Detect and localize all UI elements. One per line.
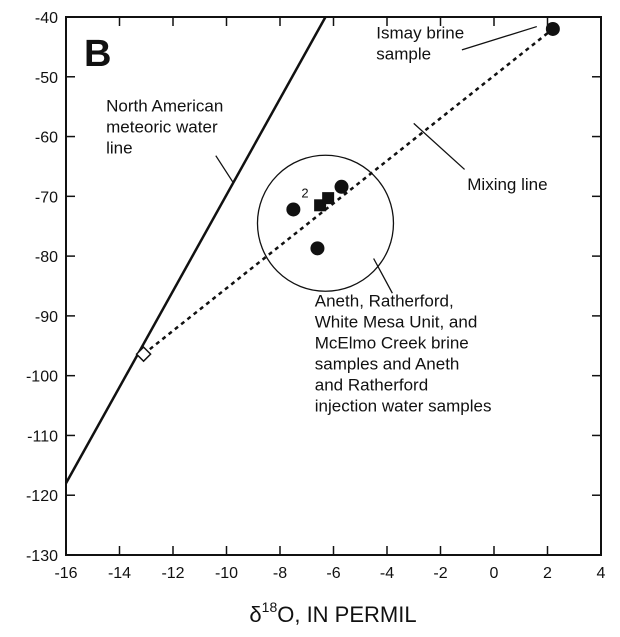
- y-tick-label: -100: [26, 369, 58, 386]
- data-point-square: [322, 192, 335, 205]
- x-axis-label-suffix: O, IN PERMIL: [277, 602, 416, 627]
- data-point-circle: [286, 202, 301, 217]
- x-tick-label: -16: [54, 565, 77, 582]
- y-tick-label: -80: [35, 249, 58, 266]
- circle-layer: [256, 154, 395, 292]
- annotation-meteoric: North American meteoric water line: [106, 96, 223, 157]
- annotation-line: injection water samples: [315, 396, 492, 415]
- annotation-line: Ismay brine: [376, 24, 464, 43]
- y-tick-label: -60: [35, 130, 58, 147]
- annotation-line: line: [106, 138, 132, 157]
- annotation-mixing: Mixing line: [467, 175, 547, 194]
- annotation-line: sample: [376, 45, 431, 64]
- annotation-line: samples and Aneth: [315, 354, 460, 373]
- x-tick-label: 2: [543, 565, 552, 582]
- x-tick-label: -10: [215, 565, 238, 582]
- annotation-aneth: Aneth, Ratherford, White Mesa Unit, and Mc…: [315, 291, 492, 415]
- data-point-circle: [545, 21, 560, 36]
- meteoric-water-line: [64, 16, 327, 484]
- x-tick-label: 4: [597, 565, 606, 582]
- x-axis-label-prefix: δ: [249, 602, 261, 627]
- x-tick-label: -6: [326, 565, 340, 582]
- x-tick-label: -12: [161, 565, 184, 582]
- annotation-line: North American: [106, 96, 223, 115]
- x-tick-label: -4: [380, 565, 394, 582]
- data-point-circle: [310, 241, 325, 256]
- annotations-layer: North American meteoric water line Ismay br…: [106, 24, 547, 416]
- annotation-line: Aneth, Ratherford,: [315, 291, 454, 310]
- y-tick-label: -40: [35, 10, 58, 27]
- leader-line-aneth: [373, 258, 393, 294]
- y-tick-label: -90: [35, 309, 58, 326]
- annotation-line: Mixing line: [467, 175, 547, 194]
- x-axis-label: δ18O, IN PERMIL: [249, 599, 416, 627]
- x-tick-label: -8: [273, 565, 287, 582]
- ticks-layer: -16 -14 -12 -10 -8 -6 -4 -2 0 2 4 -130 -120 -110 -100 -…: [26, 10, 606, 582]
- y-tick-label: -70: [35, 189, 58, 206]
- data-point-label: 2: [301, 185, 308, 200]
- annotation-line: White Mesa Unit, and: [315, 312, 478, 331]
- y-tick-label: -130: [26, 548, 58, 565]
- x-tick-label: -2: [433, 565, 447, 582]
- data-point-diamond: [135, 346, 152, 363]
- leader-line-ismay: [461, 25, 537, 51]
- annotation-ismay: Ismay brine sample: [376, 24, 464, 64]
- annotation-line: McElmo Creek brine: [315, 333, 469, 352]
- panel-label: B: [84, 33, 111, 75]
- points-layer: 2: [135, 21, 560, 363]
- lines-layer: [64, 16, 554, 484]
- annotation-line: and Ratherford: [315, 375, 428, 394]
- annotation-line: meteoric water: [106, 117, 218, 136]
- mixing-line: [142, 27, 554, 356]
- x-axis-label-sup: 18: [262, 599, 278, 615]
- leader-line-meteoric: [215, 155, 234, 183]
- y-tick-label: -110: [27, 428, 58, 445]
- y-tick-label: -120: [26, 488, 58, 505]
- x-tick-label: -14: [108, 565, 131, 582]
- leader-line-mixing: [413, 122, 466, 170]
- x-tick-label: 0: [490, 565, 499, 582]
- y-tick-label: -50: [35, 70, 58, 87]
- sample-group-circle: [256, 154, 395, 292]
- data-point-circle: [334, 179, 349, 194]
